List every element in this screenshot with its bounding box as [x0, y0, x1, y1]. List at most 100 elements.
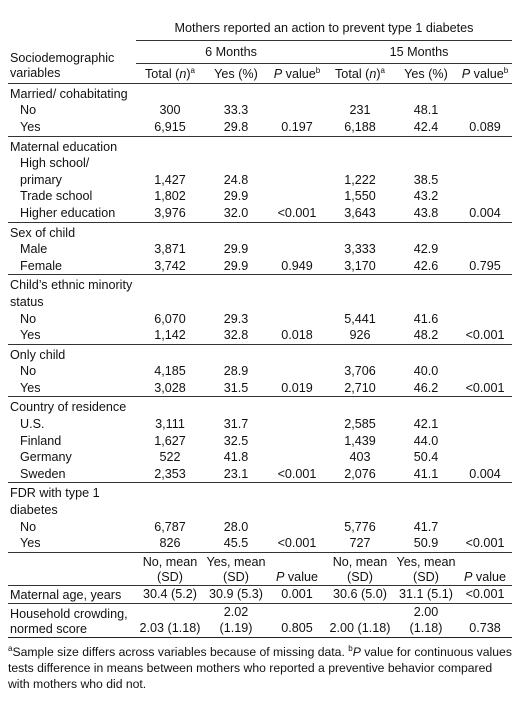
cell-y6: 33.3	[223, 103, 249, 118]
cell-p6	[268, 416, 326, 433]
continuous-row: Household crowding, normed score 2.03 (1.…	[8, 602, 513, 639]
cell-t15: 727	[349, 536, 371, 551]
cell-y6: 29.3	[223, 311, 249, 326]
col-yes-mean-15: Yes, mean (SD)	[394, 551, 458, 586]
table-row: Male 3,871 29.9 3,333 42.9	[8, 241, 512, 258]
group-label: Country of residence	[8, 396, 136, 417]
cell-p6: 0.197	[281, 119, 313, 134]
continuous-header-row: No, mean (SD) Yes, mean (SD) P value No, me…	[8, 551, 513, 586]
row-label: U.S.	[20, 417, 45, 432]
cell-t6: 6,070	[154, 311, 186, 326]
empty-cell	[326, 396, 394, 417]
empty-cell	[394, 482, 458, 519]
table-row: Trade school 1,802 29.9 1,550 43.2	[8, 188, 512, 205]
empty-cell	[268, 396, 326, 417]
row-label: Yes	[20, 328, 41, 343]
cell-p6	[268, 102, 326, 119]
cell-no6: 2.03 (1.18)	[136, 602, 204, 639]
cell-p15: <0.001	[458, 584, 513, 604]
empty-cell	[268, 274, 326, 311]
group-label: Only child	[8, 343, 136, 364]
cell-p6	[268, 433, 326, 450]
cell-t15: 926	[349, 328, 371, 343]
table-row: Germany 522 41.8 403 50.4	[8, 449, 512, 466]
group-label: FDR with type 1 diabetes	[8, 482, 136, 519]
group-row: Child’s ethnic minority status	[8, 274, 513, 311]
cell-y15: 41.1	[413, 466, 439, 481]
cell-t15: 5,441	[344, 311, 376, 326]
cell-p15: <0.001	[465, 536, 505, 551]
cell-yes6: 30.9 (5.3)	[204, 584, 268, 604]
col-yes-6: Yes (%)	[214, 67, 258, 82]
span-title: Mothers reported an action to prevent ty…	[136, 20, 513, 41]
cell-yes15: 31.1 (5.1)	[394, 584, 458, 604]
cell-y6: 31.5	[223, 380, 249, 395]
cell-yes6: 2.02 (1.19)	[204, 602, 268, 639]
group-label: Sex of child	[8, 221, 136, 242]
cell-y6: 29.9	[223, 242, 249, 257]
group-row: Only child	[8, 343, 513, 364]
footnote: aSample size differs across variables be…	[8, 643, 512, 691]
cell-y15: 42.9	[413, 242, 439, 257]
empty-cell	[136, 482, 204, 519]
empty-cell	[204, 82, 268, 103]
cell-t15: 2,076	[344, 466, 376, 481]
cell-y6: 32.0	[223, 205, 249, 220]
cell-y15: 42.4	[413, 119, 439, 134]
cell-t15: 6,188	[344, 119, 376, 134]
group-label: Maternal education	[8, 135, 136, 156]
cell-p15	[458, 363, 512, 380]
cell-y15: 43.8	[413, 205, 439, 220]
cell-p15	[458, 188, 512, 205]
cell-t15: 3,643	[344, 205, 376, 220]
cell-y6: 29.9	[223, 189, 249, 204]
cell-y6: 41.8	[223, 450, 249, 465]
cell-t15: 403	[349, 450, 371, 465]
cell-no6: 30.4 (5.2)	[136, 584, 204, 604]
table-header: Mothers reported an action to prevent ty…	[8, 20, 513, 83]
cell-p6	[268, 188, 326, 205]
cell-y15: 40.0	[413, 364, 439, 379]
empty-cell	[458, 482, 513, 519]
group-row: Country of residence	[8, 396, 513, 417]
cell-p6	[268, 241, 326, 258]
cell-p6	[268, 449, 326, 466]
table-row: Higher education 3,976 32.0 <0.001 3,643 43.8…	[8, 205, 512, 222]
cell-p6: 0.949	[281, 258, 313, 273]
cell-y15: 42.1	[413, 417, 439, 432]
empty-cell	[458, 221, 513, 242]
empty-cell	[326, 135, 394, 156]
empty-cell	[394, 135, 458, 156]
cell-t6: 2,353	[154, 466, 186, 481]
empty-cell	[326, 221, 394, 242]
cell-y6: 32.8	[223, 328, 249, 343]
cell-y15: 41.7	[413, 519, 439, 534]
row-label: High school/ primary	[20, 156, 90, 187]
empty-cell	[268, 482, 326, 519]
table-row: Yes 1,142 32.8 0.018 926 48.2 <0.001	[8, 327, 512, 344]
cell-t15: 1,550	[344, 189, 376, 204]
row-label: Trade school	[20, 189, 93, 204]
cell-t15: 2,710	[344, 380, 376, 395]
cell-y6: 28.9	[223, 364, 249, 379]
cell-p15	[458, 102, 512, 119]
row-label: Male	[20, 242, 48, 257]
cell-p6: <0.001	[277, 536, 317, 551]
cell-t6: 3,976	[154, 205, 186, 220]
empty-cell	[394, 82, 458, 103]
cell-t6: 3,111	[155, 417, 185, 432]
cell-y6: 45.5	[223, 536, 249, 551]
table-body: Married/ cohabitating No 300 33.3 231 48.1 Yes…	[8, 82, 513, 639]
cell-t6: 522	[159, 450, 181, 465]
row-label: Finland	[20, 433, 62, 448]
cell-y15: 42.6	[413, 258, 439, 273]
table-row: High school/ primary 1,427 24.8 1,222 38.5	[8, 155, 512, 188]
cell-t6: 1,802	[154, 189, 186, 204]
cell-p15: 0.738	[458, 602, 513, 639]
row-label: No	[20, 103, 37, 118]
row-label: Yes	[20, 380, 41, 395]
cell-p15: 0.089	[469, 119, 501, 134]
cell-t6: 3,742	[154, 258, 186, 273]
empty-cell	[204, 482, 268, 519]
empty-cell	[204, 135, 268, 156]
